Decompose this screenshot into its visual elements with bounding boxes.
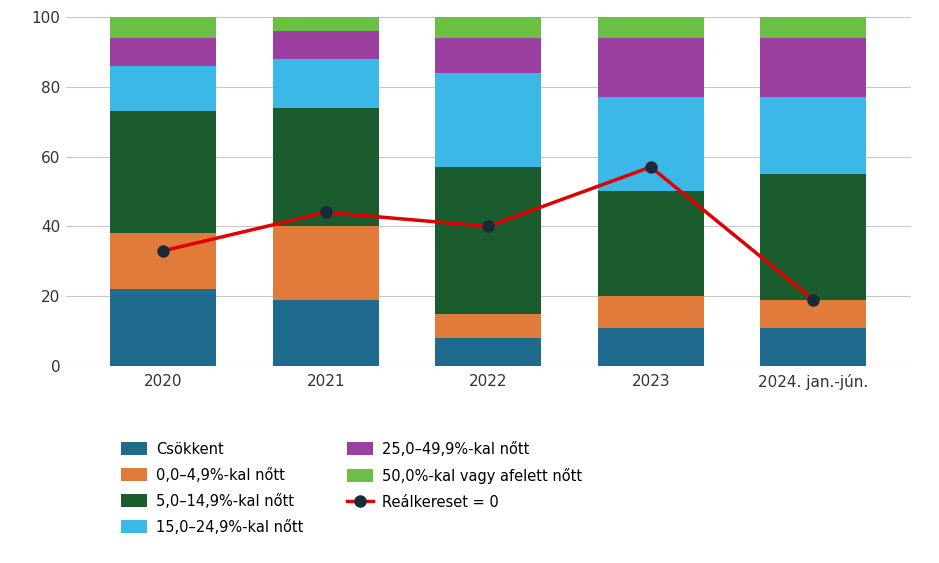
- Bar: [273, 108, 378, 226]
- Bar: [273, 31, 378, 59]
- Bar: [761, 97, 866, 174]
- Bar: [436, 314, 541, 338]
- Bar: [761, 174, 866, 300]
- Bar: [436, 73, 541, 167]
- Bar: [761, 328, 866, 366]
- Bar: [111, 289, 216, 366]
- Bar: [598, 97, 703, 191]
- Bar: [273, 17, 378, 31]
- Legend: Csökkent, 0,0–4,9%-kal nőtt, 5,0–14,9%-kal nőtt, 15,0–24,9%-kal nőtt, 25,0–49,9%: Csökkent, 0,0–4,9%-kal nőtt, 5,0–14,9%-k…: [115, 436, 588, 540]
- Bar: [598, 38, 703, 97]
- Bar: [436, 167, 541, 314]
- Bar: [273, 59, 378, 108]
- Bar: [598, 191, 703, 296]
- Bar: [111, 38, 216, 66]
- Bar: [273, 300, 378, 366]
- Bar: [436, 38, 541, 73]
- Bar: [111, 17, 216, 38]
- Bar: [436, 17, 541, 38]
- Bar: [761, 38, 866, 97]
- Bar: [598, 328, 703, 366]
- Bar: [761, 300, 866, 328]
- Bar: [598, 296, 703, 328]
- Bar: [436, 338, 541, 366]
- Bar: [111, 111, 216, 233]
- Bar: [273, 226, 378, 300]
- Bar: [598, 17, 703, 38]
- Bar: [111, 233, 216, 289]
- Bar: [111, 66, 216, 111]
- Bar: [761, 17, 866, 38]
